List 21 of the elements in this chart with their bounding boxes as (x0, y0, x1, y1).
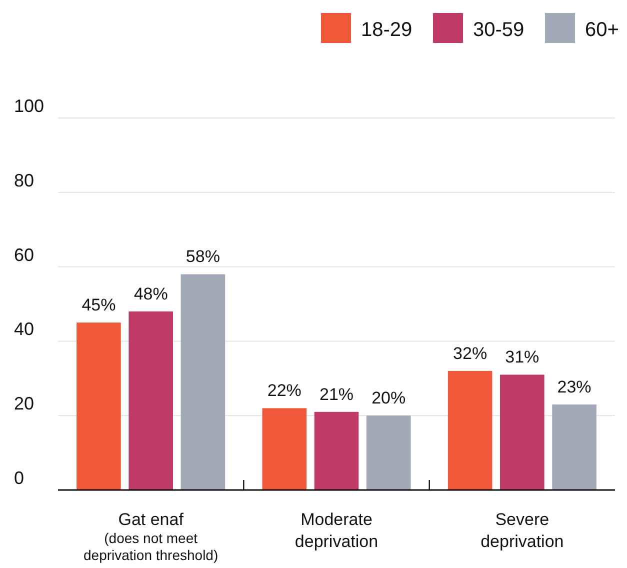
data-label: 23% (557, 377, 592, 396)
x-tick-label: Gat enaf (does not meet deprivation threshold) (84, 510, 218, 563)
y-tick-label: 20 (14, 394, 34, 414)
x-tick-label: Severe deprivation (480, 510, 564, 551)
data-label: 31% (505, 348, 540, 367)
data-label: 21% (319, 384, 354, 404)
data-label: 20% (372, 388, 406, 408)
data-label: 58% (186, 247, 220, 266)
y-tick-label: 0 (14, 468, 24, 488)
data-label: 22% (267, 381, 302, 400)
data-label: 45% (82, 296, 116, 315)
x-tick-label: Moderate deprivation (294, 510, 378, 551)
legend-label: 60+ (585, 19, 619, 41)
legend-label: 18-29 (361, 19, 412, 41)
data-label: 48% (134, 284, 168, 304)
y-tick-label: 80 (14, 170, 34, 190)
y-tick-label: 60 (14, 244, 34, 265)
y-tick-label: 40 (14, 319, 34, 340)
legend-label: 30-59 (473, 19, 524, 41)
y-tick-label: 100 (14, 96, 44, 116)
data-label: 32% (453, 344, 488, 363)
